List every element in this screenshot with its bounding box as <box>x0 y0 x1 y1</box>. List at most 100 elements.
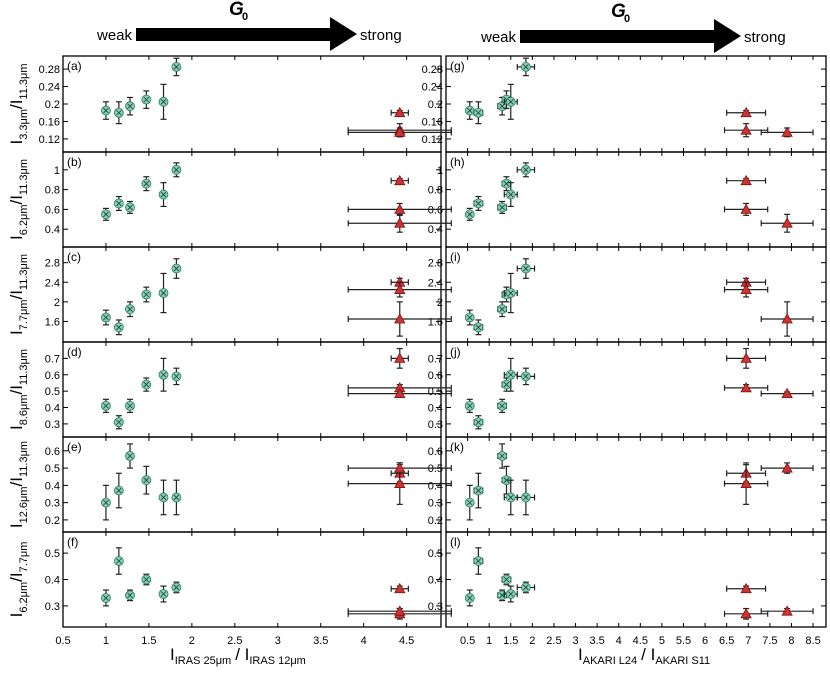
y-tick-label: 0.8 <box>45 185 60 197</box>
triangle-marker <box>394 217 406 228</box>
marker-cross <box>173 494 180 501</box>
y-label-numerator: 6.2μm <box>18 205 30 236</box>
x-tick-label: 3 <box>275 635 281 647</box>
x-tick-label: 4.5 <box>633 635 648 647</box>
data-point-circle <box>113 547 124 575</box>
y-tick-label: 0.6 <box>428 446 443 458</box>
x-tick-label: 6 <box>702 635 708 647</box>
marker-cross <box>116 200 122 207</box>
data-point-circle <box>141 465 152 495</box>
x-tick-label: 4 <box>361 635 367 647</box>
data-point-circle <box>464 101 475 120</box>
data-point-triangle <box>723 281 769 298</box>
data-point-circle <box>501 377 512 392</box>
data-point-circle <box>501 573 512 586</box>
y-tick-label: 1.6 <box>428 316 443 328</box>
data-point-triangle <box>390 347 409 369</box>
y-label-I: I <box>7 425 26 430</box>
marker-cross <box>466 403 473 409</box>
x-tick-label: 4.5 <box>399 635 414 647</box>
data-point-triangle <box>760 213 814 233</box>
x-tick-label: 8 <box>788 635 794 647</box>
marker-cross <box>523 494 529 501</box>
y-tick-label: 0.3 <box>428 498 443 510</box>
marker-cross <box>160 371 167 378</box>
data-point-triangle <box>723 462 769 505</box>
x-axis-label: IIRAS 25μm / IIRAS 12μm <box>170 645 306 667</box>
triangle-marker <box>740 124 752 135</box>
data-point-circle <box>125 200 135 214</box>
data-point-circle <box>125 589 135 602</box>
x-tick-label: 2.5 <box>227 635 242 647</box>
marker-cross <box>507 191 514 198</box>
y-tick-label: 0.8 <box>428 185 443 197</box>
y-tick-label: 0.6 <box>45 204 60 216</box>
y-axis-label: I7.7μm/I11.3μm <box>7 254 30 335</box>
data-point-triangle <box>726 582 767 594</box>
g0-headers: weak strong G 0 weak strong G 0 <box>96 0 786 53</box>
marker-cross <box>507 494 514 501</box>
marker-cross <box>523 64 529 70</box>
y-tick-label: 0.2 <box>45 99 60 111</box>
marker-cross <box>143 180 150 187</box>
data-point-triangle <box>723 202 769 216</box>
data-point-circle <box>497 200 508 214</box>
panel-label: (j) <box>450 345 461 359</box>
y-tick-label: 0.4 <box>45 480 60 492</box>
triangle-marker <box>740 382 752 393</box>
marker-cross <box>143 477 150 483</box>
x-tick-label: 7 <box>745 635 751 647</box>
marker-cross <box>173 584 180 591</box>
marker-cross <box>160 290 167 296</box>
x-tick-label: 1.5 <box>141 635 156 647</box>
y-tick-label: 2.4 <box>45 277 60 289</box>
triangle-marker <box>394 174 406 186</box>
y-tick-label: 0.28 <box>39 64 60 76</box>
marker-cross <box>143 291 150 298</box>
x-tick-label: 3 <box>572 635 578 647</box>
x-tick-label: 8.5 <box>805 635 820 647</box>
y-tick-label: 0.4 <box>428 224 443 236</box>
triangle-marker <box>394 106 406 118</box>
triangle-marker <box>740 106 752 118</box>
marker-cross <box>116 487 122 494</box>
y-tick-label: 0.4 <box>45 575 60 587</box>
y-label-sep: /I <box>7 100 26 109</box>
triangle-marker <box>740 607 752 619</box>
y-label-sep: /I <box>7 195 26 204</box>
data-point-circle <box>171 258 182 279</box>
marker-cross <box>116 109 122 116</box>
data-point-triangle <box>390 582 409 594</box>
g0-symbol-right: G <box>611 1 626 22</box>
panel-k: (k) 0.2 0.3 0.4 0.5 0.6 <box>428 436 827 533</box>
data-point-triangle <box>726 347 767 369</box>
marker-cross <box>475 558 482 564</box>
x-tick-label: 2 <box>189 635 195 647</box>
data-point-circle <box>464 589 475 607</box>
y-label-denominator: 11.3μm <box>18 159 30 195</box>
x-tick-label: 5 <box>659 635 665 647</box>
y-axis-labels: I3.3μm/I11.3μmI6.2μm/I11.3μmI7.7μm/I11.3… <box>7 63 30 617</box>
y-tick-label: 0.4 <box>428 575 443 587</box>
y-tick-label: 0.4 <box>45 403 60 415</box>
data-point-circle <box>141 176 152 192</box>
data-point-circle <box>171 479 182 516</box>
y-label-sep: /I <box>7 572 26 581</box>
marker-cross <box>523 584 529 591</box>
data-point-triangle <box>347 202 452 216</box>
g0-arrow-left <box>136 17 357 51</box>
marker-cross <box>499 403 505 409</box>
marker-cross <box>160 99 167 105</box>
data-point-circle <box>503 585 518 603</box>
y-tick-label: 1 <box>54 165 60 177</box>
x-axis-labels: IIRAS 25μm / IIRAS 12μm IAKARI L24/ IAKARI… <box>170 645 710 667</box>
y-label-I: I <box>7 140 26 145</box>
x-label-denominator: AKARI S11 <box>655 655 710 667</box>
data-point-triangle <box>726 174 767 186</box>
y-tick-label: 0.2 <box>428 99 443 111</box>
data-point-triangle <box>347 387 452 398</box>
triangle-marker <box>740 352 752 363</box>
data-point-triangle <box>723 382 769 393</box>
data-point-circle <box>473 547 484 575</box>
data-point-circle <box>501 176 512 192</box>
